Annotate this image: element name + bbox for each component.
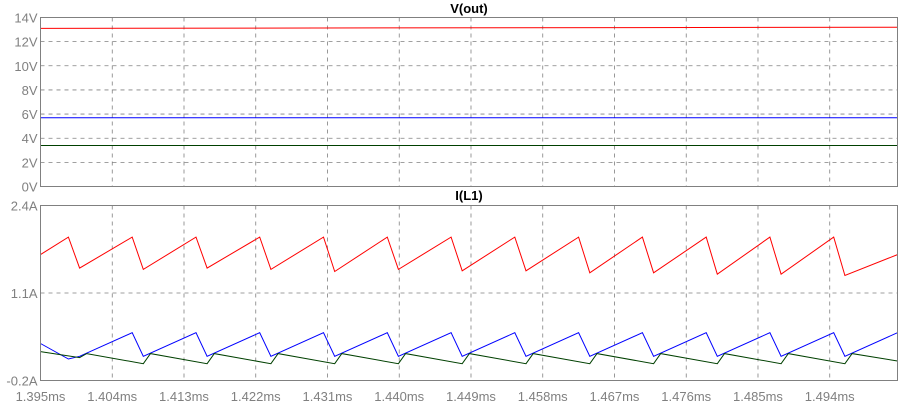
y-tick-label: 6V bbox=[22, 107, 38, 122]
current-traces bbox=[40, 236, 898, 365]
voltage-traces bbox=[40, 26, 898, 146]
trace-0 bbox=[40, 26, 898, 29]
y-tick-label: 8V bbox=[22, 83, 38, 98]
x-tick-label: 1.413ms bbox=[159, 389, 209, 404]
x-tick-label: 1.467ms bbox=[590, 389, 640, 404]
y-tick-label: 1.1A bbox=[11, 286, 38, 301]
x-tick-label: 1.494ms bbox=[805, 389, 855, 404]
x-tick-label: 1.449ms bbox=[446, 389, 496, 404]
x-tick-label: 1.422ms bbox=[231, 389, 281, 404]
y-tick-label: 0V bbox=[22, 180, 38, 195]
current-pane-frame bbox=[40, 205, 898, 381]
current-pane-title: I(L1) bbox=[455, 188, 482, 203]
y-tick-label: 2V bbox=[22, 155, 38, 170]
x-tick-label: 1.431ms bbox=[303, 389, 353, 404]
voltage-grid bbox=[40, 17, 898, 187]
y-tick-label: -0.2A bbox=[6, 374, 37, 389]
x-tick-label: 1.404ms bbox=[87, 389, 137, 404]
trace-0 bbox=[40, 236, 898, 277]
y-tick-label: 2.4A bbox=[11, 199, 38, 214]
y-tick-label: 14V bbox=[14, 11, 37, 26]
voltage-y-ticks: 0V 2V 4V 6V 8V 10V 12V 14V bbox=[14, 11, 37, 195]
voltage-pane-frame bbox=[40, 17, 898, 187]
y-tick-label: 4V bbox=[22, 131, 38, 146]
y-tick-label: 10V bbox=[14, 59, 37, 74]
trace-1 bbox=[40, 332, 898, 360]
x-tick-label: 1.476ms bbox=[661, 389, 711, 404]
voltage-pane-title: V(out) bbox=[450, 1, 488, 16]
time-axis-ticks: 1.395ms 1.404ms 1.413ms 1.422ms 1.431ms 1.440… bbox=[16, 389, 856, 404]
x-tick-label: 1.395ms bbox=[16, 389, 66, 404]
x-tick-label: 1.440ms bbox=[374, 389, 424, 404]
current-y-ticks: -0.2A 1.1A 2.4A bbox=[6, 199, 37, 389]
trace-2 bbox=[40, 351, 898, 365]
x-tick-label: 1.485ms bbox=[733, 389, 783, 404]
voltage-pane: V(out) 0V 2V 4V 6V 8V 10V 12V 14V bbox=[14, 1, 898, 195]
y-tick-label: 12V bbox=[14, 35, 37, 50]
current-pane: I(L1) -0.2A 1.1A 2.4A bbox=[6, 188, 898, 389]
x-tick-label: 1.458ms bbox=[518, 389, 568, 404]
current-grid bbox=[40, 205, 898, 381]
